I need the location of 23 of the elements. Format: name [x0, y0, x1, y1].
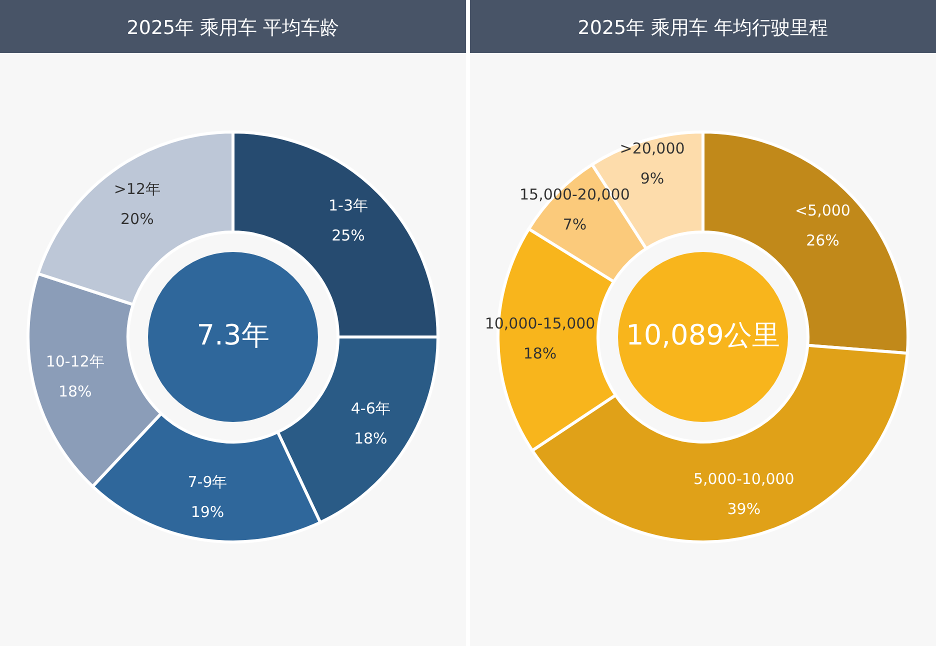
chart-title: 2025年 乘用车 年均行驶里程 [578, 17, 828, 39]
slice-label: <5,000 [794, 201, 850, 220]
slice-label: 5,000-10,000 [694, 470, 794, 488]
data-label: 39% [727, 500, 761, 518]
slice-label: >12年 [114, 180, 161, 198]
data-label: 7% [562, 216, 587, 234]
data-label: 18% [523, 344, 557, 363]
data-label: 18% [58, 382, 92, 401]
slice-label: 7-9年 [188, 473, 228, 492]
slice-label: >20,000 [620, 139, 685, 158]
chart-title: 2025年 乘用车 平均车龄 [126, 17, 340, 39]
slice-label: 10-12年 [46, 352, 104, 371]
slice-label: 15,000-20,000 [520, 186, 630, 204]
data-label: 20% [120, 210, 154, 228]
data-label: 25% [332, 226, 365, 245]
slice-label: 1-3年 [328, 196, 368, 215]
data-label: 18% [354, 429, 388, 448]
data-label: 19% [190, 503, 224, 522]
text: 10,089公里 [626, 318, 780, 352]
data-label: 9% [640, 169, 664, 188]
data-label: 26% [806, 231, 840, 250]
text: 7.3年 [196, 318, 270, 352]
slice-label: 4-6年 [350, 399, 390, 418]
